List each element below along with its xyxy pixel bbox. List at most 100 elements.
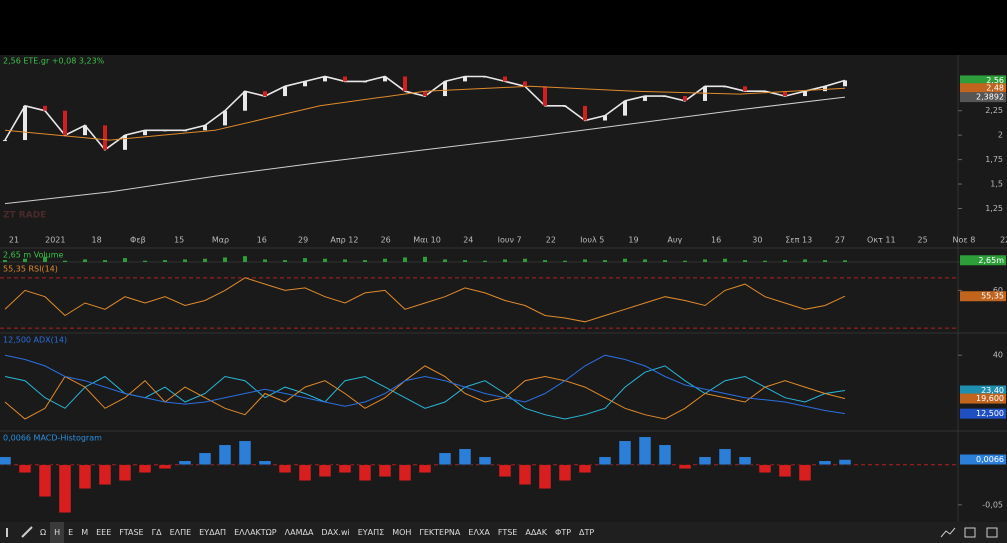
toolbar-tab[interactable]: ΕΥΔΑΠ [199, 528, 227, 537]
y-tick-label: 2 [998, 131, 1003, 140]
volume-bar [743, 260, 747, 262]
chart-icon[interactable] [940, 527, 956, 538]
histogram-bar [598, 456, 612, 466]
toolbar-tab[interactable]: ΕΛΛΑΚΤΩΡ [234, 528, 277, 537]
candle [23, 105, 27, 141]
histogram-bar [458, 448, 472, 466]
candle [743, 86, 747, 92]
window-icon[interactable] [986, 527, 998, 538]
x-tick-label: Απρ 12 [330, 236, 358, 245]
histogram-bar [438, 452, 452, 466]
candle [563, 105, 567, 107]
volume-bar [563, 260, 567, 262]
volume-bar [243, 256, 247, 262]
histogram-bar [498, 464, 512, 478]
histogram-bar [778, 464, 792, 478]
candle [3, 140, 7, 142]
y-tick-label: 1,25 [985, 204, 1003, 213]
toolbar-tab[interactable]: ΕΛΧΑ [468, 528, 490, 537]
histogram-bar [38, 464, 52, 498]
volume-bar [363, 260, 367, 262]
volume-bar [723, 258, 727, 262]
toolbar-tab[interactable]: ΕΥΑΠΣ [357, 528, 385, 537]
x-tick-label: Αυγ [667, 236, 682, 245]
value-tag [960, 83, 1006, 94]
candle [663, 96, 667, 98]
value-tag [960, 291, 1006, 302]
value-tag [960, 75, 1006, 86]
icon[interactable] [6, 528, 8, 537]
histogram-bar [698, 456, 712, 466]
toolbar-tab[interactable]: ΜΟΗ [392, 528, 412, 537]
volume-bar [763, 260, 767, 262]
toolbar-tab[interactable]: ΦΤΡ [555, 528, 572, 537]
toolbar-tab[interactable]: Ω [40, 528, 47, 537]
candle [263, 91, 267, 97]
candle [223, 110, 227, 126]
volume-bar [463, 260, 467, 262]
candle [83, 125, 87, 136]
candle [103, 125, 107, 150]
grid-icon[interactable] [964, 527, 976, 538]
toolbar-tab[interactable]: ΛΑΜΔΑ [284, 528, 314, 537]
volume-bar [403, 257, 407, 262]
value-tag [960, 454, 1006, 465]
histogram-bar [258, 460, 272, 466]
volume-bar [823, 260, 827, 262]
histogram-bar [338, 464, 352, 474]
toolbar-tab[interactable]: ΔΤΡ [579, 528, 595, 537]
toolbar-tab[interactable]: H [50, 522, 65, 543]
volume-bar [203, 258, 207, 262]
toolbar-icons-right [940, 527, 998, 538]
chart-background [0, 55, 1007, 522]
toolbar-tab[interactable]: ΑΔΑΚ [525, 528, 548, 537]
toolbar-icons-left [6, 526, 33, 538]
volume-bar [43, 256, 47, 262]
volume-bar [263, 259, 267, 262]
candle [243, 91, 247, 111]
histogram-bar [578, 464, 592, 474]
candle [843, 80, 847, 87]
histogram-bar [418, 464, 432, 474]
candle [483, 76, 487, 78]
toolbar-tab[interactable]: ΕΕΕ [96, 528, 112, 537]
pencil-icon[interactable] [21, 526, 33, 538]
x-tick-label: 25 [918, 236, 928, 245]
histogram-bar [658, 444, 672, 466]
toolbar-tab[interactable]: ΓΕΚΤΕΡΝΑ [419, 528, 461, 537]
volume-bar [23, 258, 27, 262]
chart-area: ZT RADE 21 2021 18 Φεβ 15 Μαρ 16 29 Απρ 12 26 Μαι … [0, 55, 1007, 522]
histogram-bar [618, 440, 632, 466]
candle [423, 91, 427, 97]
candle [123, 135, 127, 150]
candle [823, 86, 827, 92]
histogram-bar [538, 464, 552, 490]
toolbar-tab[interactable]: ΕΛΠΕ [169, 528, 192, 537]
candle [723, 86, 727, 88]
toolbar-tab[interactable]: DAX.wi [321, 528, 350, 537]
histogram-bar [838, 459, 852, 466]
histogram-bar [478, 456, 492, 466]
histogram-bar [0, 456, 12, 466]
x-tick-label: 16 [711, 236, 721, 245]
series-line [4, 365, 846, 420]
histogram-bar [718, 448, 732, 466]
histogram-bar [518, 464, 532, 486]
volume-bar [83, 259, 87, 262]
toolbar-tab[interactable]: Ε [68, 528, 74, 537]
y-tick-label: 2,25 [985, 106, 1003, 115]
panel-title: 2,56 ETE.gr +0,08 3,23% [3, 57, 105, 66]
candle [283, 86, 287, 97]
volume-bar [663, 260, 667, 262]
volume-bar [423, 256, 427, 262]
toolbar-tab[interactable]: FTASE [119, 528, 144, 537]
toolbar: Ω H Ε Μ ΕΕΕ FTASE ΓΔ ΕΛΠΕ ΕΥΔΑΠ ΕΛΛΑΚΤΩΡ ΛΑΜΔΑ DAX.… [0, 522, 1007, 543]
toolbar-tab[interactable]: ΓΔ [151, 528, 162, 537]
toolbar-tab[interactable]: FTSE [497, 528, 518, 537]
candle [143, 130, 147, 136]
histogram-bar [18, 464, 32, 474]
x-tick-label: 26 [381, 236, 391, 245]
toolbar-tab[interactable]: Μ [81, 528, 89, 537]
histogram-bar [158, 464, 172, 470]
histogram-bar [298, 464, 312, 482]
